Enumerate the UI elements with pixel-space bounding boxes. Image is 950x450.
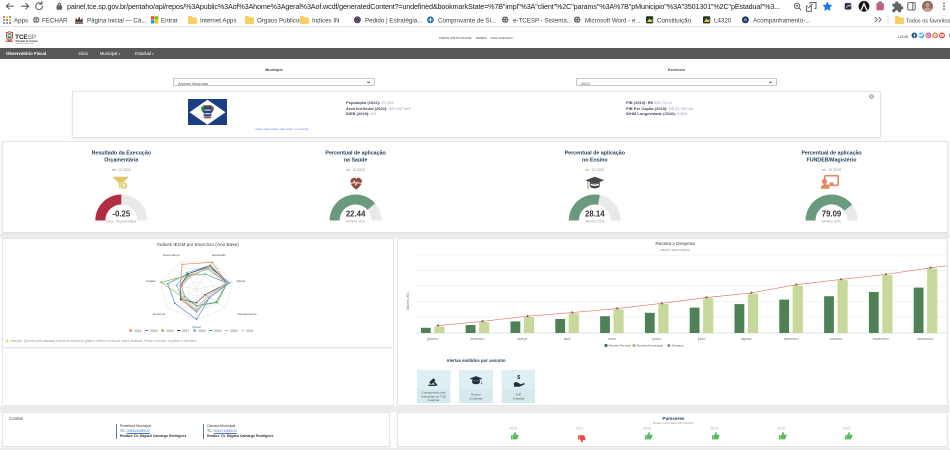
- svg-text:setembro: setembro: [784, 337, 799, 341]
- svg-text:Cumprimento das: Cumprimento das: [422, 391, 446, 395]
- svg-text:21 alertas: 21 alertas: [469, 396, 483, 400]
- svg-text:Internet Apps: Internet Apps: [200, 17, 236, 24]
- svg-text:julho: julho: [697, 337, 706, 341]
- svg-text:Orçamentária: Orçamentária: [104, 158, 138, 164]
- svg-text:Percentual de aplicação: Percentual de aplicação: [565, 151, 626, 157]
- svg-text:-0.25: -0.25: [112, 210, 130, 219]
- svg-text:L4320: L4320: [714, 17, 732, 24]
- svg-text:Exec. Orçamentária: Exec. Orçamentária: [106, 220, 136, 224]
- svg-text:Mínimo 15%: Mínimo 15%: [346, 220, 365, 224]
- svg-text:novembro: novembro: [873, 337, 889, 341]
- svg-text:Planejamento: Planejamento: [238, 312, 257, 316]
- svg-text:Receita x Despesa: Receita x Despesa: [655, 241, 695, 246]
- svg-text:TCESP: TCESP: [15, 34, 37, 41]
- svg-text:agosto: agosto: [741, 337, 752, 341]
- svg-text:abril: abril: [564, 337, 571, 341]
- svg-text:2021: 2021: [246, 328, 254, 332]
- svg-text:Índices IEGM por Exercício (An: Índices IEGM por Exercício (Ano Base): [157, 241, 239, 247]
- svg-text:Atenção: Quanto mais afastada: Atenção: Quanto mais afastada a linha do…: [11, 338, 198, 342]
- svg-text:Comprovante de Si...: Comprovante de Si...: [438, 17, 496, 24]
- svg-text:9 alertas: 9 alertas: [428, 398, 440, 402]
- svg-text:Todos os favoritos: Todos os favoritos: [906, 18, 950, 24]
- svg-text:FUNDEB/Magistério: FUNDEB/Magistério: [806, 158, 857, 164]
- svg-text:28.14: 28.14: [585, 210, 605, 219]
- svg-text:março: março: [517, 337, 527, 341]
- svg-text:2018: 2018: [643, 426, 651, 430]
- svg-text:ref. 12.2022: ref. 12.2022: [822, 168, 841, 172]
- svg-text:Percentual de aplicação: Percentual de aplicação: [325, 151, 386, 157]
- svg-text:ref. 12.2022: ref. 12.2022: [112, 168, 131, 172]
- svg-text:$: $: [517, 375, 520, 381]
- svg-text:outubro: outubro: [830, 337, 842, 341]
- svg-text:$: $: [122, 184, 126, 190]
- svg-text:79.09: 79.09: [822, 210, 842, 219]
- svg-text:Apps: Apps: [14, 17, 28, 24]
- svg-text:Instruções do TCE: Instruções do TCE: [421, 394, 446, 398]
- svg-text:2014: 2014: [134, 328, 142, 332]
- svg-text:22.44: 22.44: [346, 210, 366, 219]
- svg-text:Educação: Educação: [212, 253, 226, 257]
- svg-text:dezembro: dezembro: [918, 337, 934, 341]
- svg-text:ref. 12.2022: ref. 12.2022: [585, 168, 604, 172]
- svg-text:fevereiro: fevereiro: [471, 337, 485, 341]
- svg-text:2016: 2016: [166, 328, 174, 332]
- svg-text:do Estado de São Paulo: do Estado de São Paulo: [16, 41, 34, 44]
- svg-text:2019: 2019: [214, 328, 222, 332]
- svg-text:Acompanhamento-...: Acompanhamento-...: [753, 17, 811, 24]
- svg-text:2019: 2019: [710, 426, 718, 430]
- svg-text:f: f: [914, 33, 916, 38]
- svg-text:Indices IN: Indices IN: [312, 17, 340, 24]
- svg-text:Tribunal de Contas: Tribunal de Contas: [15, 39, 38, 42]
- svg-text:Mínimo 25%: Mínimo 25%: [585, 220, 604, 224]
- svg-text:2015: 2015: [150, 328, 158, 332]
- svg-text:valores acumulados: valores acumulados: [660, 248, 690, 252]
- svg-text:2016: 2016: [509, 426, 517, 430]
- svg-text:janeiro: janeiro: [426, 337, 438, 341]
- svg-text:LRF: LRF: [516, 393, 522, 397]
- svg-text:Receita Prevista: Receita Prevista: [609, 343, 631, 347]
- svg-text:2021: 2021: [843, 426, 851, 430]
- svg-text:maio: maio: [608, 337, 616, 341]
- svg-text:na Saúde: na Saúde: [344, 158, 368, 164]
- svg-text:2020: 2020: [230, 328, 238, 332]
- svg-text:Orgaos Publicos: Orgaos Publicos: [257, 17, 302, 24]
- svg-text:Valores (Mi): Valores (Mi): [406, 292, 410, 310]
- svg-text:junho: junho: [651, 337, 661, 341]
- svg-text:Mínimo 60%: Mínimo 60%: [822, 220, 841, 224]
- svg-text:2020: 2020: [777, 426, 785, 430]
- svg-text:Fiscal: Fiscal: [192, 325, 200, 329]
- svg-text:2017: 2017: [182, 328, 190, 332]
- svg-text:2017: 2017: [576, 426, 584, 430]
- svg-text:Constituição: Constituição: [657, 17, 692, 24]
- svg-text:Receita Arrecadada: Receita Arrecadada: [637, 343, 664, 347]
- svg-text:Pedido | Estratégia...: Pedido | Estratégia...: [365, 17, 423, 24]
- svg-text:painel.tce.sp.gov.br/pentaho/a: painel.tce.sp.gov.br/pentaho/api/repos/%…: [67, 2, 780, 11]
- svg-text:Saúde: Saúde: [237, 279, 246, 283]
- svg-text:Ensino: Ensino: [471, 393, 481, 397]
- svg-text:Despesa: Despesa: [672, 343, 684, 347]
- svg-text:Entrar: Entrar: [161, 17, 178, 24]
- svg-text:Resultado da Execução: Resultado da Execução: [92, 151, 152, 157]
- svg-text:FECHAR: FECHAR: [42, 17, 68, 24]
- svg-text:no Ensino: no Ensino: [582, 158, 608, 164]
- svg-text:Ambiente: Ambiente: [152, 312, 165, 316]
- svg-text:Governança: Governança: [163, 253, 180, 257]
- svg-text:e-TCESP - Sistema...: e-TCESP - Sistema...: [513, 17, 572, 24]
- svg-text:9 alertas: 9 alertas: [513, 396, 525, 400]
- svg-text:2018: 2018: [198, 328, 206, 332]
- svg-text:Percentual de aplicação: Percentual de aplicação: [801, 151, 862, 157]
- svg-text:Cidade: Cidade: [146, 279, 156, 283]
- svg-text:Página Inicial — Cá...: Página Inicial — Cá...: [87, 17, 147, 24]
- svg-text:ref. 12.2022: ref. 12.2022: [346, 168, 365, 172]
- svg-text:Microsoft Word - e...: Microsoft Word - e...: [585, 17, 641, 24]
